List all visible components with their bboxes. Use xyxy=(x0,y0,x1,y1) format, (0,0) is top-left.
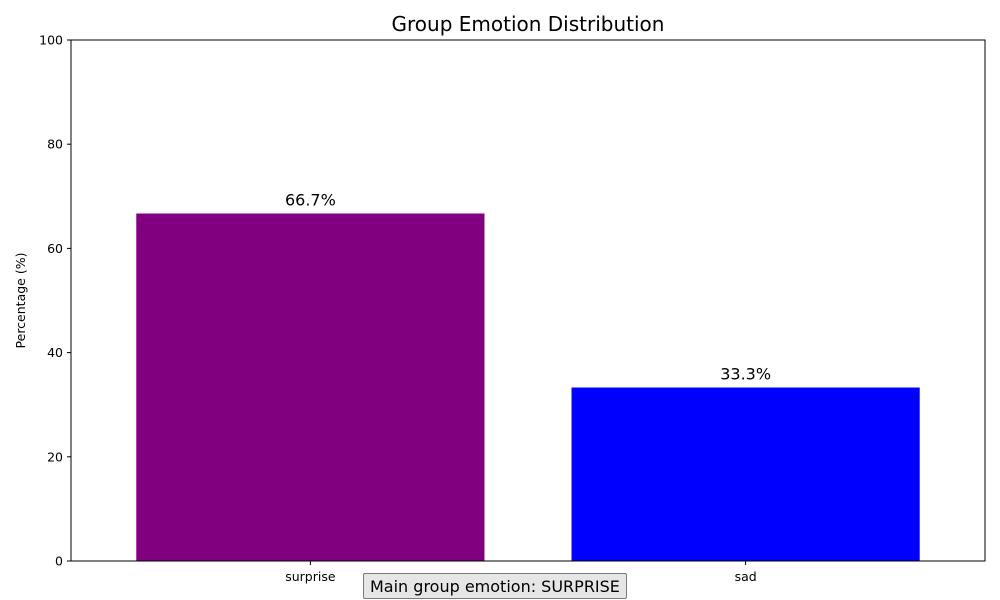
data-label-sad: 33.3% xyxy=(720,365,771,384)
axes-layer: 0 20 40 60 80 100 surprise sad xyxy=(39,33,986,584)
y-tick-label: 60 xyxy=(47,241,63,256)
y-axis-title: Percentage (%) xyxy=(13,253,28,349)
data-label-surprise: 66.7% xyxy=(285,190,336,209)
main-emotion-annotation: Main group emotion: SURPRISE xyxy=(363,573,627,599)
y-tick-label: 100 xyxy=(39,33,63,48)
x-tick-label-surprise: surprise xyxy=(285,569,336,584)
x-tick-label-sad: sad xyxy=(735,569,757,584)
bars-layer xyxy=(136,213,920,562)
y-tick-label: 20 xyxy=(47,449,63,464)
bar-surprise xyxy=(136,213,485,562)
bar-sad xyxy=(571,387,920,561)
y-tick-label: 80 xyxy=(47,137,63,152)
y-tick-label: 40 xyxy=(47,345,63,360)
labels-layer: 66.7% 33.3% xyxy=(285,190,771,383)
plot-frame xyxy=(70,39,986,562)
y-tick-label: 0 xyxy=(55,554,63,569)
chart-title: Group Emotion Distribution xyxy=(392,12,665,36)
